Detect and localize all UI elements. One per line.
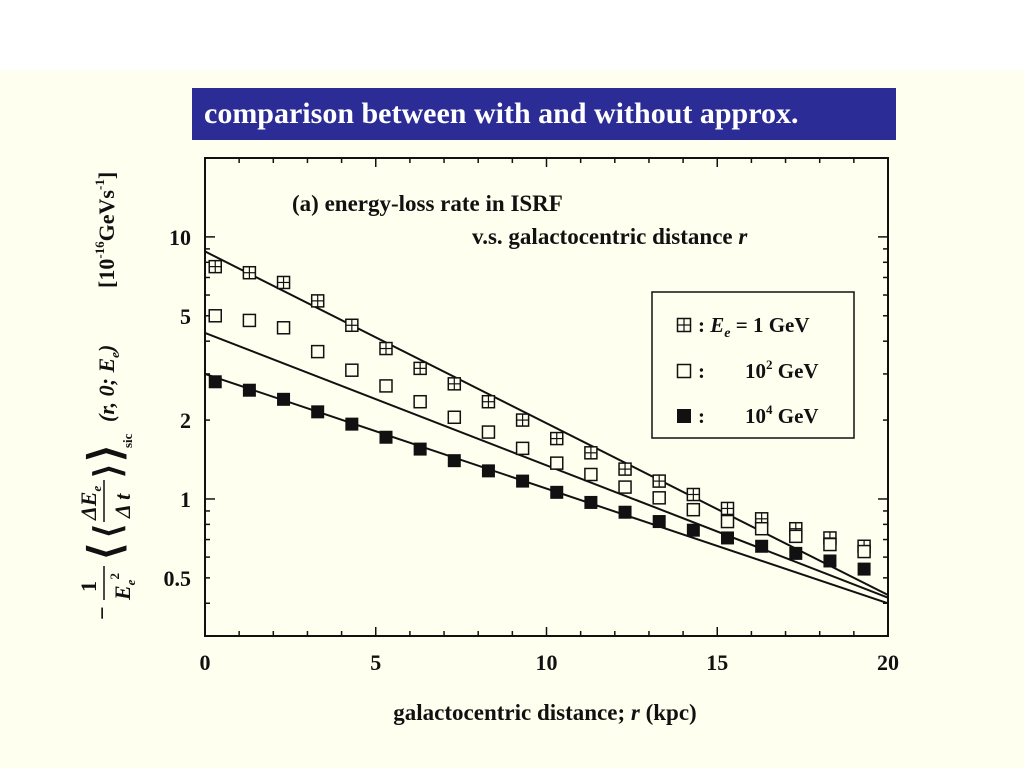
- data-point-series-2: [584, 467, 598, 482]
- data-point-series-3: [447, 454, 461, 468]
- data-point-series-1: [345, 318, 359, 333]
- y-tick-label: 0.5: [164, 566, 192, 591]
- data-point-series-1: [515, 413, 530, 427]
- data-point-series-3: [857, 562, 871, 576]
- fit-line-series-1: [205, 250, 888, 596]
- data-point-series-1: [447, 377, 462, 391]
- legend-marker-series-2: [676, 363, 692, 379]
- data-point-series-3: [823, 554, 837, 568]
- y-tick-label: 10: [169, 225, 191, 250]
- data-point-series-1: [242, 265, 257, 280]
- data-point-series-1: [276, 275, 291, 290]
- data-point-series-1: [208, 259, 222, 274]
- x-axis-label: galactocentric distance; r (kpc): [393, 700, 696, 725]
- legend-label-series-2: :102 GeV: [698, 357, 819, 383]
- data-point-series-1: [720, 501, 735, 516]
- y-label-inner-numerator: ΔEe: [76, 486, 104, 521]
- x-tick-label: 15: [706, 650, 728, 675]
- data-point-series-3: [481, 464, 495, 478]
- y-tick-label: 2: [180, 408, 191, 433]
- data-point-series-1: [584, 446, 598, 460]
- data-point-series-3: [516, 474, 530, 488]
- fit-line-series-2: [205, 332, 888, 599]
- data-point-series-2: [652, 491, 666, 505]
- legend-marker-series-1: [676, 317, 692, 333]
- data-point-series-3: [652, 515, 666, 529]
- data-point-series-1: [652, 474, 666, 488]
- data-point-series-1: [618, 462, 632, 476]
- data-point-series-2: [379, 379, 393, 393]
- data-point-series-2: [310, 344, 325, 359]
- y-label-bracket-sub: sic: [120, 433, 135, 448]
- y-label-bracket-close: ⟩: [81, 445, 130, 462]
- data-point-series-3: [208, 375, 222, 389]
- x-tick-label: 20: [877, 650, 899, 675]
- data-point-series-2: [447, 410, 462, 425]
- slide-title-banner: comparison between with and without appr…: [192, 88, 896, 140]
- chart-title-line1: (a) energy-loss rate in ISRF: [292, 191, 563, 216]
- data-point-series-3: [755, 539, 769, 553]
- data-point-series-2: [857, 544, 871, 559]
- legend-label-series-3: :104 GeV: [698, 402, 819, 428]
- x-tick-label: 0: [200, 650, 211, 675]
- data-point-series-1: [686, 487, 701, 502]
- y-label-numerator: 1: [76, 581, 101, 592]
- y-label-inner-denominator: Δ t: [110, 493, 135, 519]
- data-point-series-2: [720, 514, 735, 529]
- data-point-series-2: [242, 313, 257, 328]
- data-point-series-2: [276, 321, 291, 335]
- data-point-series-2: [686, 502, 701, 517]
- data-point-series-3: [550, 485, 564, 499]
- data-point-series-3: [584, 495, 598, 509]
- data-point-series-2: [823, 537, 837, 552]
- y-label-args: (r, 0; Ee): [94, 345, 122, 422]
- data-point-series-2: [208, 309, 222, 323]
- y-tick-label: 1: [180, 487, 191, 512]
- y-label-denominator: Ee2: [107, 573, 138, 601]
- y-label-bracket-open-inner: ⟨: [88, 524, 128, 538]
- y-label-bracket-open: ⟨: [81, 543, 130, 560]
- data-point-series-3: [413, 442, 427, 456]
- data-point-series-3: [311, 405, 325, 419]
- data-point-series-1: [379, 341, 393, 356]
- legend-marker-series-3: [677, 409, 691, 423]
- data-point-series-3: [277, 392, 291, 406]
- data-point-series-2: [345, 363, 359, 377]
- data-point-series-3: [379, 430, 393, 444]
- data-point-series-2: [754, 521, 769, 536]
- data-point-series-3: [618, 505, 632, 519]
- legend-label-series-1: : Ee = 1 GeV: [698, 313, 810, 341]
- data-point-series-3: [345, 417, 359, 431]
- data-point-series-2: [515, 441, 530, 456]
- data-point-series-1: [481, 394, 496, 409]
- data-point-series-3: [242, 383, 256, 397]
- data-point-series-3: [789, 546, 803, 560]
- data-point-series-1: [549, 431, 564, 446]
- data-point-series-3: [720, 531, 734, 545]
- data-point-series-2: [413, 394, 427, 409]
- data-point-series-2: [789, 529, 803, 544]
- data-point-series-2: [481, 425, 496, 439]
- data-point-series-1: [310, 294, 325, 308]
- y-label-bracket-close-inner: ⟩: [88, 464, 128, 478]
- x-tick-label: 10: [536, 650, 558, 675]
- data-point-series-2: [549, 456, 564, 470]
- y-tick-label: 5: [180, 304, 191, 329]
- y-label-minus: −: [90, 606, 116, 620]
- data-point-series-3: [686, 523, 700, 537]
- x-tick-label: 5: [370, 650, 381, 675]
- data-point-series-1: [413, 361, 427, 376]
- chart-title-line2: v.s. galactocentric distance r: [472, 224, 748, 249]
- data-point-series-2: [618, 480, 632, 494]
- y-label-unit: [10-16GeVs-1]: [92, 172, 119, 288]
